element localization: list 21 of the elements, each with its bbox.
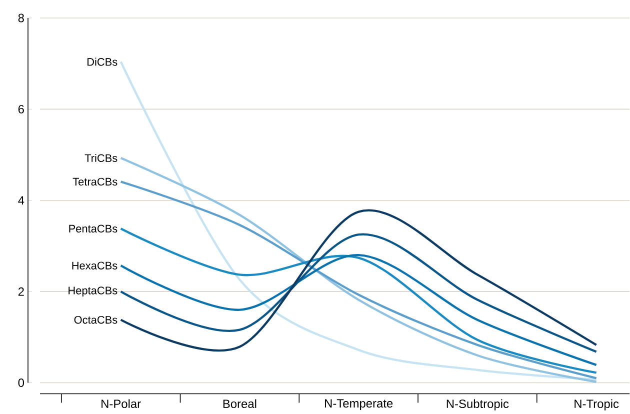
- line-series: [120, 254, 598, 366]
- series-label: TetraCBs: [72, 178, 118, 186]
- y-tick-label: 8: [18, 14, 24, 22]
- series-label: TriCBs: [84, 154, 118, 162]
- y-tick-label: 0: [18, 378, 24, 388]
- series-label: HeptaCBs: [68, 286, 118, 297]
- series-label: HexaCBs: [72, 262, 118, 270]
- x-tick-label: N-Polar: [102, 399, 141, 408]
- x-tick-label: N-Tropic: [574, 399, 619, 411]
- x-tick-label: N-Temperate: [325, 399, 393, 410]
- x-tick-label: Boreal: [223, 399, 256, 408]
- y-tick-label: 2: [18, 288, 24, 296]
- y-tick-label: 4: [18, 196, 24, 205]
- y-tick-label: 6: [18, 105, 24, 114]
- series-label: OctaCBs: [74, 316, 118, 324]
- series-label: DiCBs: [87, 58, 118, 66]
- series-label: PentaCBs: [69, 224, 118, 233]
- line-series: [120, 228, 598, 374]
- line-series: [120, 234, 598, 353]
- x-tick-label: N-Subtropic: [446, 399, 509, 411]
- line-series: [120, 60, 598, 381]
